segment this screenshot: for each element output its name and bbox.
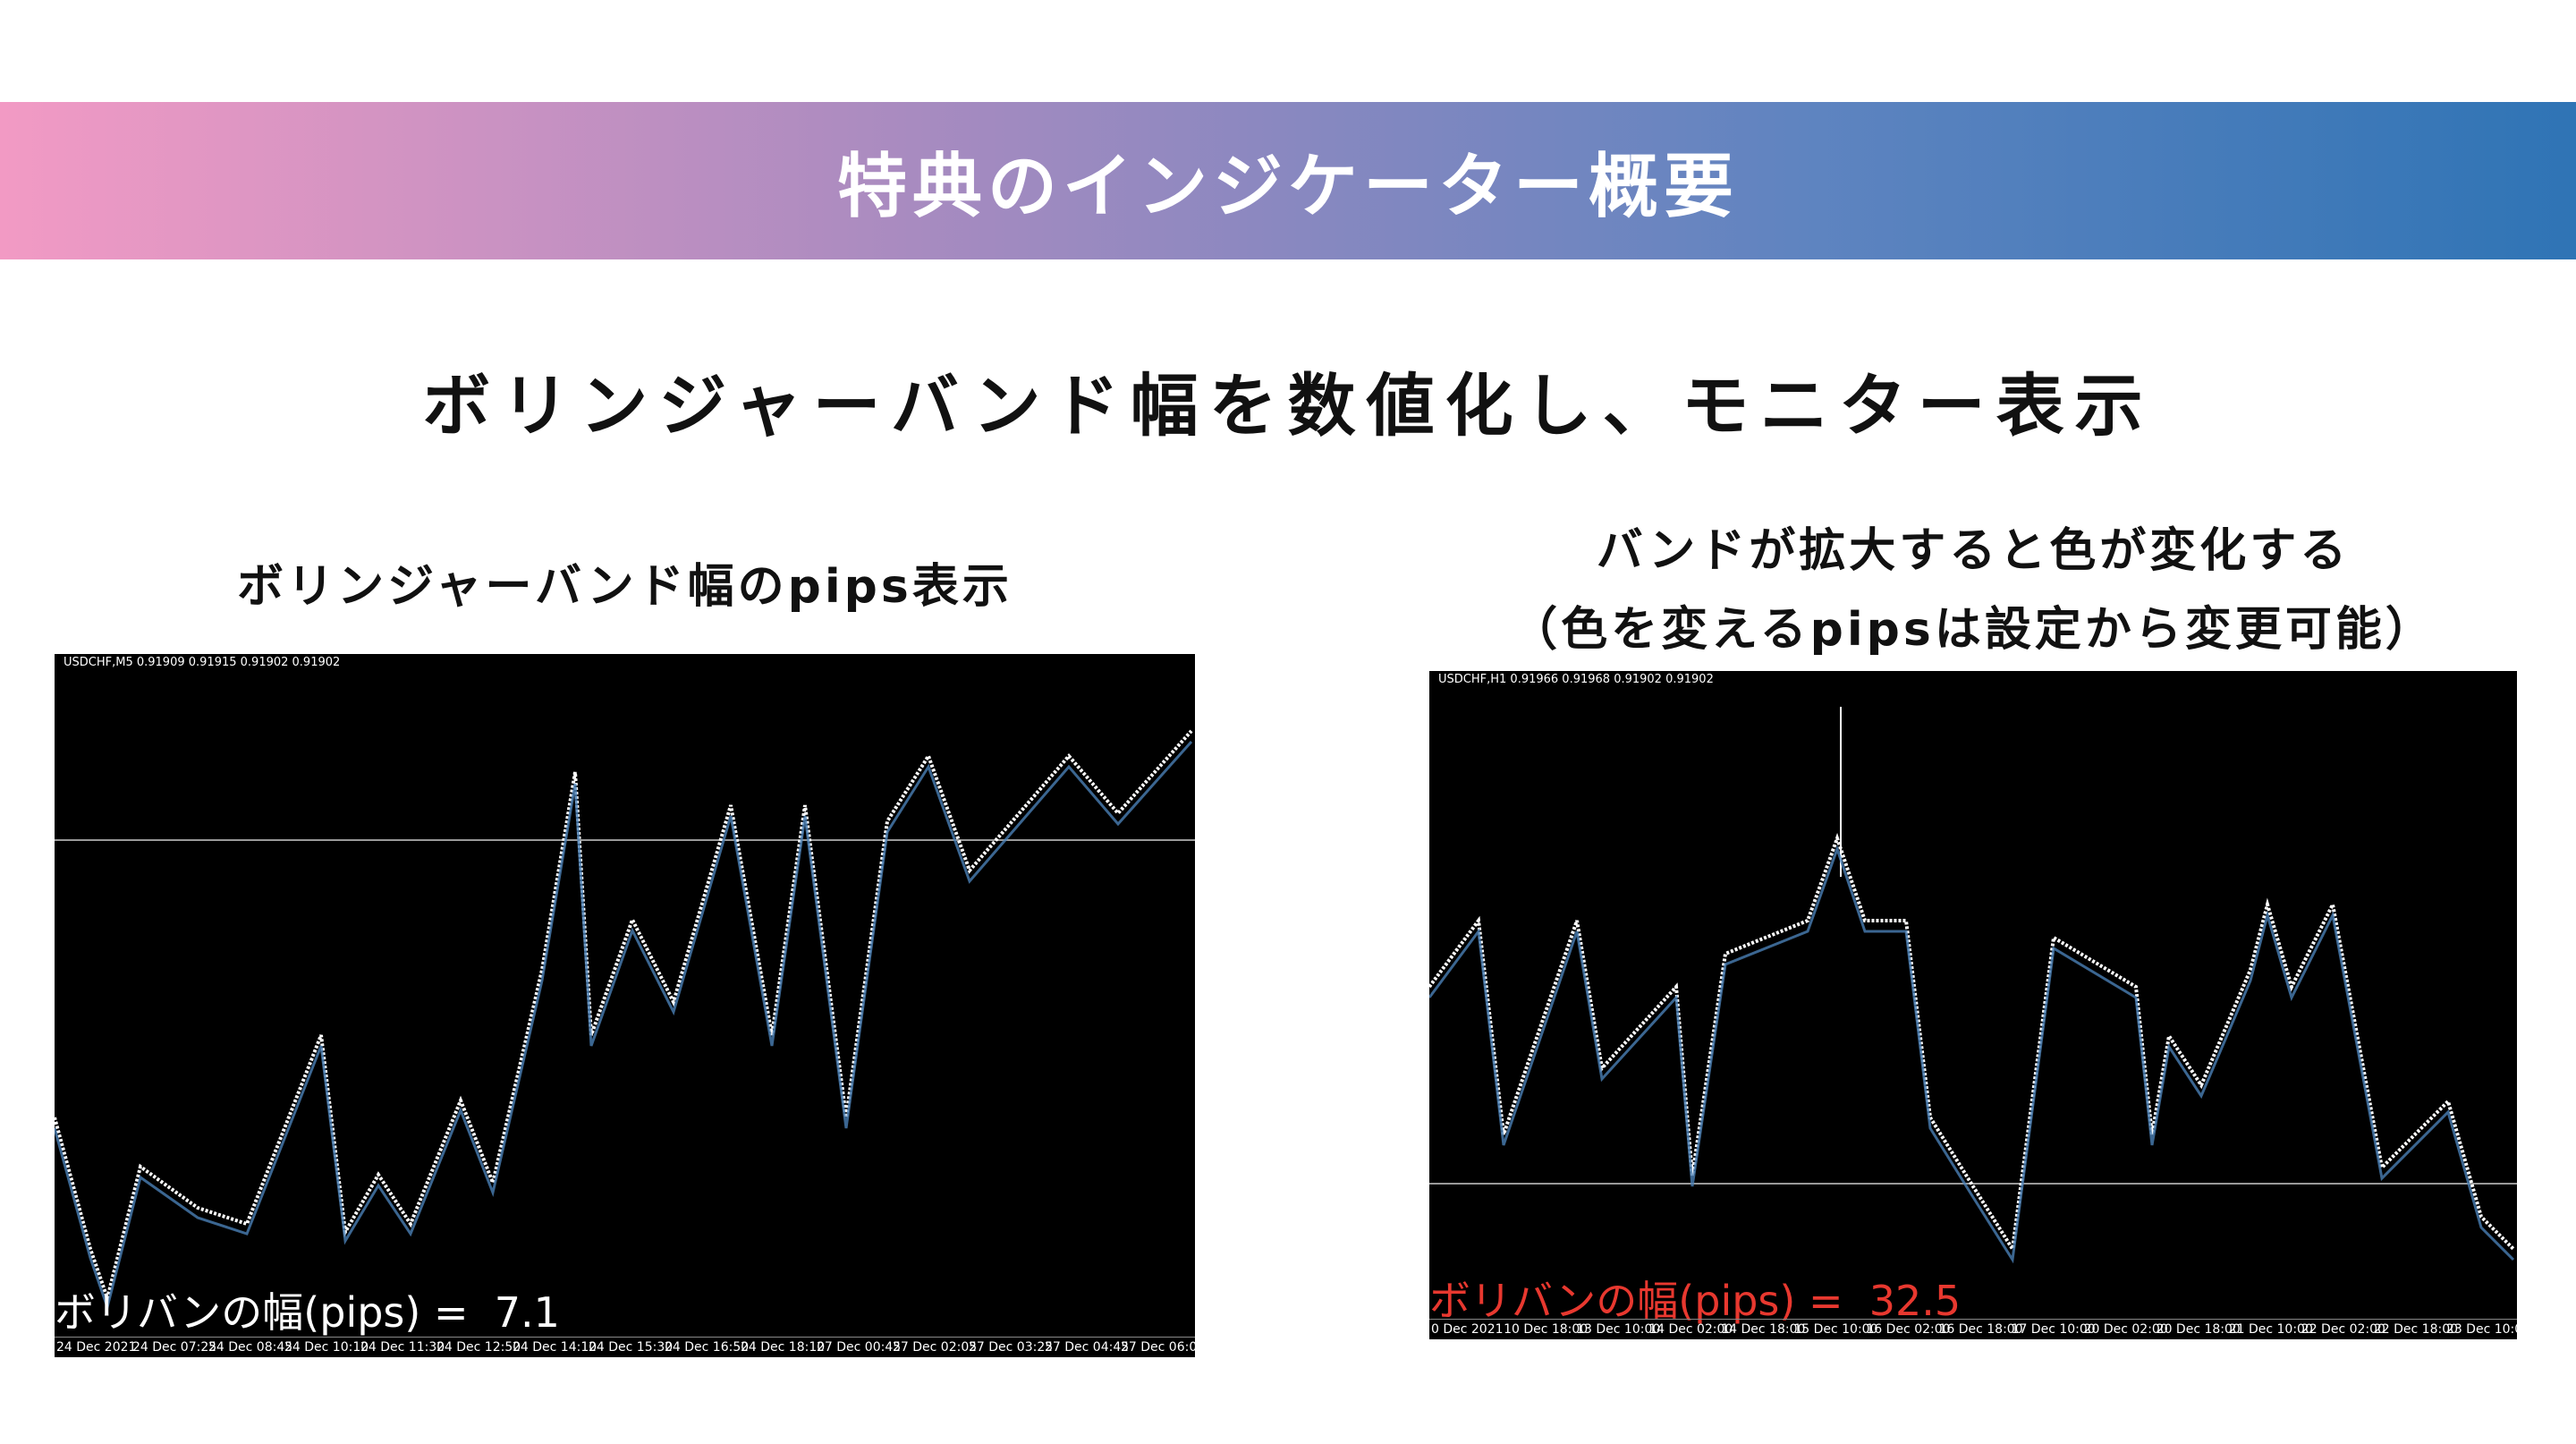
time-label: 21 Dec 10:00: [2228, 1322, 2313, 1337]
time-label: 24 Dec 10:10: [284, 1340, 369, 1355]
bandwidth-readout: ボリバンの幅(pips) = 32.5: [1429, 1269, 1961, 1328]
time-label: 20 Dec 02:00: [2083, 1322, 2168, 1337]
chart-screenshot: USDCHF,H1 0.91966 0.91968 0.91902 0.9190…: [1429, 671, 2517, 1339]
time-label: 24 Dec 07:25: [132, 1340, 217, 1355]
header-title: 特典のインジケーター概要: [836, 147, 1739, 227]
time-label: 24 Dec 15:30: [589, 1340, 674, 1355]
time-label: 16 Dec 18:00: [1938, 1322, 2023, 1337]
time-label: 27 Dec 04:45: [1045, 1340, 1130, 1355]
caption-line: （色を変えるpipsは設定から変更可能）: [1511, 603, 2436, 657]
time-label: 0 Dec 2021: [1431, 1322, 1504, 1337]
time-label: 24 Dec 16:50: [665, 1340, 750, 1355]
time-label: 22 Dec 02:00: [2301, 1322, 2385, 1337]
readout-label: ボリバンの幅(pips) =: [55, 1288, 469, 1337]
readout-value: 7.1: [494, 1288, 560, 1337]
price-plot: [55, 729, 1195, 1312]
time-label: 14 Dec 18:00: [1721, 1322, 1806, 1337]
heading: ボリンジャーバンド幅を数値化し、モニター表示: [422, 366, 2154, 446]
caption-line: ボリンジャーバンド幅のpips表示: [237, 560, 1013, 614]
time-label: 17 Dec 10:00: [2011, 1322, 2096, 1337]
price-series-shade: [1429, 845, 2515, 1264]
time-axis: 0 Dec 2021 10 Dec 18:00 13 Dec 10:00 14 Dec…: [1429, 1319, 2517, 1339]
time-label: 27 Dec 06:05: [1121, 1340, 1195, 1355]
price-series: [55, 729, 1193, 1304]
time-axis: 24 Dec 2021 24 Dec 07:25 24 Dec 08:45 24 De…: [55, 1337, 1195, 1357]
header-band: 特典のインジケーター概要: [0, 102, 2576, 259]
time-label: 16 Dec 02:00: [1866, 1322, 1951, 1337]
time-label: 14 Dec 02:00: [1648, 1322, 1733, 1337]
time-label: 27 Dec 02:05: [893, 1340, 978, 1355]
bandwidth-readout: ボリバンの幅(pips) = 7.1: [55, 1280, 560, 1339]
price-plot: [1429, 707, 2517, 1264]
symbol-info: USDCHF,H1 0.91966 0.91968 0.91902 0.9190…: [1438, 673, 1714, 686]
caption: バンドが拡大すると色が変化する （色を変えるpipsは設定から変更可能）: [1429, 512, 2517, 669]
time-label: 24 Dec 14:10: [513, 1340, 597, 1355]
time-label: 27 Dec 00:45: [817, 1340, 902, 1355]
time-label: 24 Dec 12:50: [436, 1340, 521, 1355]
chart-screenshot: USDCHF,M5 0.91909 0.91915 0.91902 0.9190…: [55, 654, 1195, 1357]
time-label: 27 Dec 03:25: [969, 1340, 1054, 1355]
time-label: 24 Dec 11:30: [360, 1340, 445, 1355]
time-label: 23 Dec 10:00: [2445, 1322, 2517, 1337]
caption: ボリンジャーバンド幅のpips表示: [55, 548, 1195, 626]
time-label: 22 Dec 18:00: [2373, 1322, 2459, 1337]
time-label: 15 Dec 10:00: [1793, 1322, 1878, 1337]
readout-label: ボリバンの幅(pips) =: [1429, 1277, 1843, 1325]
price-series: [1429, 832, 2515, 1254]
time-label: 24 Dec 18:10: [741, 1340, 826, 1355]
time-label: 24 Dec 2021: [56, 1340, 137, 1355]
price-series-shade: [55, 741, 1193, 1312]
readout-value: 32.5: [1868, 1277, 1962, 1325]
time-label: 10 Dec 18:00: [1504, 1322, 1589, 1337]
time-label: 20 Dec 18:00: [2156, 1322, 2241, 1337]
symbol-info: USDCHF,M5 0.91909 0.91915 0.91902 0.9190…: [64, 656, 341, 669]
caption-line: バンドが拡大すると色が変化する: [1596, 524, 2351, 578]
time-label: 24 Dec 08:45: [208, 1340, 293, 1355]
time-label: 13 Dec 10:00: [1576, 1322, 1661, 1337]
